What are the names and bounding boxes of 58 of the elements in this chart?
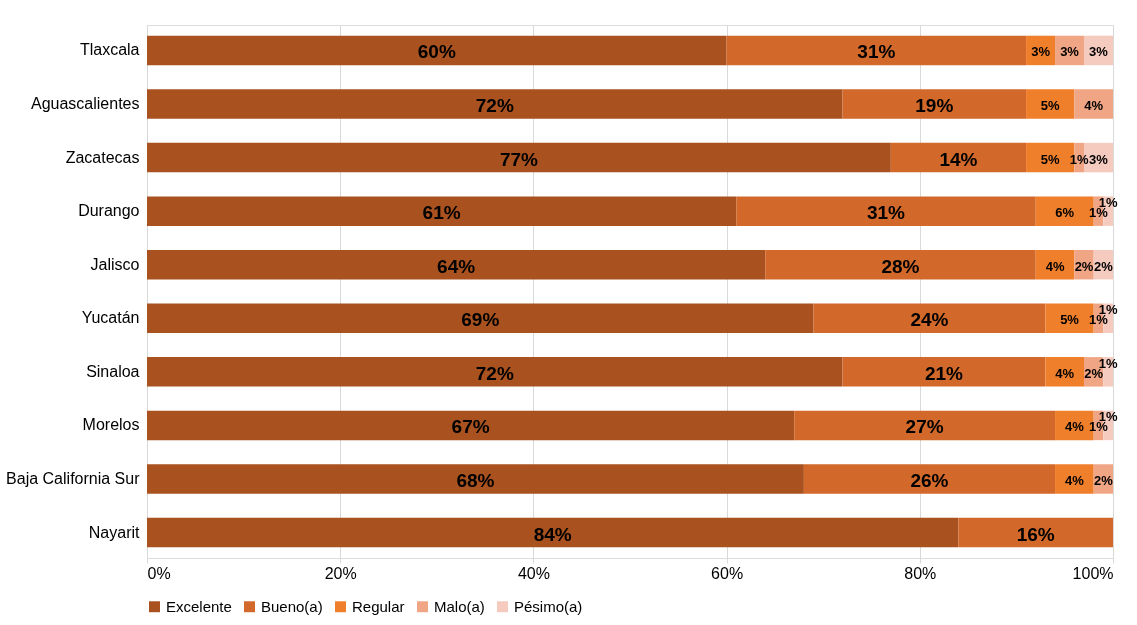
data-label: 77% bbox=[499, 148, 539, 170]
data-label: 4% bbox=[1084, 98, 1104, 114]
data-label: 84% bbox=[533, 523, 572, 545]
data-label: 64% bbox=[437, 255, 476, 277]
data-label: 2% bbox=[1093, 472, 1114, 488]
legend-label: Excelente bbox=[166, 597, 232, 615]
x-tick-label: 100% bbox=[1072, 564, 1114, 582]
data-label: 28% bbox=[881, 255, 920, 277]
data-label: 3% bbox=[1089, 44, 1109, 60]
data-label: 19% bbox=[915, 95, 954, 117]
x-tick-label: 80% bbox=[904, 564, 937, 582]
data-label: 26% bbox=[910, 469, 949, 491]
data-label: 3% bbox=[1060, 44, 1080, 60]
y-tick-label: Durango bbox=[78, 202, 140, 220]
y-tick-label: Tlaxcala bbox=[79, 41, 140, 59]
legend-label: Pésimo(a) bbox=[514, 597, 583, 615]
data-label: 4% bbox=[1064, 419, 1085, 435]
data-label: 5% bbox=[1060, 312, 1080, 328]
x-tick-label: 40% bbox=[517, 564, 550, 582]
data-label: 5% bbox=[1040, 151, 1061, 167]
x-tick-label: 20% bbox=[324, 564, 357, 582]
data-label: 3% bbox=[1089, 151, 1109, 167]
y-tick-label: Morelos bbox=[82, 416, 140, 434]
x-tick-label: 60% bbox=[711, 564, 744, 582]
legend-label: Regular bbox=[352, 597, 405, 615]
data-label: 60% bbox=[417, 41, 456, 63]
data-label: 1% bbox=[1069, 151, 1090, 167]
y-tick-label: Jalisco bbox=[90, 255, 140, 273]
y-tick-label: Zacatecas bbox=[65, 148, 140, 166]
y-tick-label: Sinaloa bbox=[86, 362, 140, 380]
data-label: 68% bbox=[456, 469, 495, 491]
data-label: 6% bbox=[1055, 205, 1075, 221]
y-tick-label: Nayarit bbox=[88, 523, 141, 541]
data-label: 69% bbox=[461, 309, 500, 331]
y-tick-label: Baja California Sur bbox=[6, 469, 141, 487]
data-label: 5% bbox=[1040, 98, 1061, 114]
data-label: 72% bbox=[475, 95, 514, 117]
y-tick-label: Aguascalientes bbox=[30, 95, 140, 113]
data-label: 4% bbox=[1064, 472, 1085, 488]
data-label: 4% bbox=[1045, 258, 1065, 274]
data-label: 31% bbox=[857, 41, 896, 63]
data-label: 3% bbox=[1031, 44, 1051, 60]
data-label: 14% bbox=[939, 148, 978, 170]
data-label: 61% bbox=[422, 202, 461, 224]
legend-label: Malo(a) bbox=[434, 597, 485, 615]
data-label: 27% bbox=[905, 416, 944, 438]
data-label: 21% bbox=[924, 362, 964, 384]
y-tick-label: Yucatán bbox=[81, 309, 140, 327]
data-label: 67% bbox=[451, 416, 490, 438]
legend-label: Bueno(a) bbox=[261, 597, 323, 615]
data-label: 2% bbox=[1074, 258, 1094, 274]
x-tick-label: 0% bbox=[147, 564, 171, 582]
data-label: 72% bbox=[475, 362, 514, 384]
data-label: 24% bbox=[910, 309, 949, 331]
data-label: 2% bbox=[1093, 258, 1114, 274]
data-label: 16% bbox=[1016, 523, 1055, 545]
data-label: 31% bbox=[866, 202, 906, 224]
data-label: 4% bbox=[1055, 365, 1075, 381]
